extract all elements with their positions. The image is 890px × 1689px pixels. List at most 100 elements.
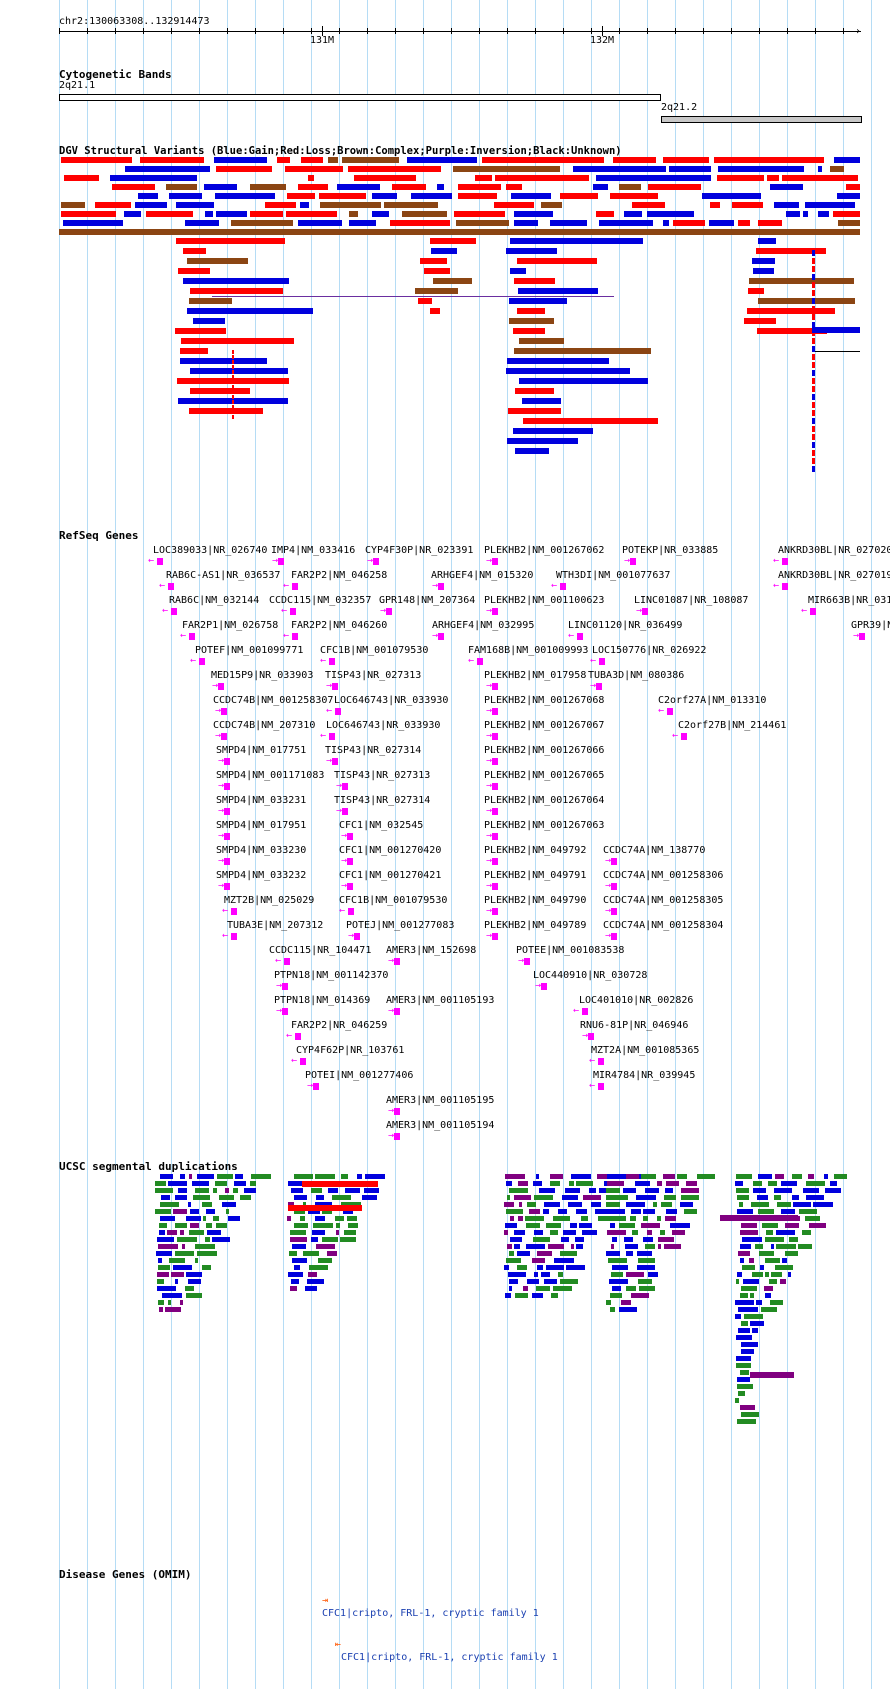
segdup-block[interactable] <box>515 1293 528 1298</box>
segdup-block[interactable] <box>294 1209 305 1214</box>
dgv-variant[interactable] <box>458 184 501 190</box>
segdup-block[interactable] <box>666 1209 677 1214</box>
segdup-block[interactable] <box>802 1230 811 1235</box>
segdup-block[interactable] <box>291 1188 303 1193</box>
segdup-block[interactable] <box>205 1237 210 1242</box>
segdup-block[interactable] <box>808 1174 814 1179</box>
gene-strand-right-icon[interactable]: → <box>388 955 395 966</box>
segdup-block[interactable] <box>793 1202 811 1207</box>
dgv-variant[interactable] <box>786 211 800 217</box>
segdup-block[interactable] <box>625 1244 638 1249</box>
dgv-variant[interactable] <box>169 193 202 199</box>
segdup-block[interactable] <box>579 1223 592 1228</box>
segdup-block[interactable] <box>290 1286 297 1291</box>
segdup-block[interactable] <box>162 1293 182 1298</box>
dgv-variant[interactable] <box>596 175 711 181</box>
segdup-block[interactable] <box>743 1279 759 1284</box>
dgv-variant[interactable] <box>514 211 553 217</box>
segdup-block[interactable] <box>312 1230 325 1235</box>
segdup-block[interactable] <box>645 1188 659 1193</box>
gene-strand-left-icon[interactable]: ← <box>283 580 290 591</box>
segdup-block[interactable] <box>158 1244 178 1249</box>
dgv-variant[interactable] <box>506 368 630 374</box>
dgv-variant[interactable] <box>181 338 294 344</box>
segdup-block[interactable] <box>178 1188 187 1193</box>
segdup-block[interactable] <box>741 1286 757 1291</box>
dgv-variant[interactable] <box>190 368 288 374</box>
segdup-block[interactable] <box>217 1174 233 1179</box>
gene-exon[interactable] <box>599 658 605 665</box>
gene-exon[interactable] <box>292 633 298 640</box>
dgv-variant[interactable] <box>482 157 604 163</box>
dgv-variant[interactable] <box>812 306 815 312</box>
dgv-variant[interactable] <box>64 175 99 181</box>
dgv-variant[interactable] <box>830 166 844 172</box>
segdup-block[interactable] <box>506 1209 523 1214</box>
dgv-variant[interactable] <box>232 410 234 414</box>
segdup-block[interactable] <box>288 1181 306 1186</box>
gene-exon[interactable] <box>611 933 617 940</box>
gene-exon[interactable] <box>859 633 865 640</box>
dgv-variant[interactable] <box>349 220 376 226</box>
segdup-block[interactable] <box>760 1265 764 1270</box>
dgv-variant[interactable] <box>146 211 193 217</box>
segdup-block[interactable] <box>736 1363 751 1368</box>
segdup-block[interactable] <box>189 1230 204 1235</box>
segdup-block[interactable] <box>607 1230 626 1235</box>
dgv-variant[interactable] <box>418 298 432 304</box>
dgv-variant[interactable] <box>250 211 283 217</box>
segdup-block[interactable] <box>606 1251 620 1256</box>
gene-exon[interactable] <box>347 833 353 840</box>
dgv-variant[interactable] <box>517 308 545 314</box>
segdup-block[interactable] <box>173 1265 192 1270</box>
dgv-variant[interactable] <box>613 157 656 163</box>
dgv-variant[interactable] <box>110 175 197 181</box>
gene-strand-left-icon[interactable]: ← <box>291 1055 298 1066</box>
segdup-block[interactable] <box>225 1188 229 1193</box>
segdup-block[interactable] <box>741 1223 757 1228</box>
segdup-block[interactable] <box>202 1202 212 1207</box>
segdup-block[interactable] <box>343 1209 353 1214</box>
segdup-block[interactable] <box>643 1209 655 1214</box>
dgv-variant[interactable] <box>420 258 447 264</box>
segdup-block[interactable] <box>805 1216 820 1221</box>
segdup-block[interactable] <box>364 1188 379 1193</box>
segdup-block[interactable] <box>619 1223 635 1228</box>
dgv-variant[interactable] <box>402 211 447 217</box>
segdup-block[interactable] <box>595 1209 613 1214</box>
segdup-block[interactable] <box>766 1230 773 1235</box>
segdup-block[interactable] <box>740 1405 755 1410</box>
segdup-block[interactable] <box>290 1237 307 1242</box>
gene-exon[interactable] <box>782 583 788 590</box>
dgv-variant[interactable] <box>519 338 564 344</box>
dgv-variant[interactable] <box>812 338 815 344</box>
segdup-block[interactable] <box>222 1202 236 1207</box>
segdup-block[interactable] <box>740 1370 749 1375</box>
dgv-variant[interactable] <box>458 193 497 199</box>
segdup-block[interactable] <box>570 1223 577 1228</box>
segdup-block[interactable] <box>291 1279 299 1284</box>
segdup-block[interactable] <box>765 1293 771 1298</box>
dgv-variant[interactable] <box>812 274 815 280</box>
segdup-block[interactable] <box>660 1230 665 1235</box>
gene-strand-left-icon[interactable]: ← <box>573 1005 580 1016</box>
dgv-variant[interactable] <box>803 211 808 217</box>
segdup-block[interactable] <box>768 1181 777 1186</box>
segdup-block[interactable] <box>735 1398 739 1403</box>
segdup-block[interactable] <box>180 1174 185 1179</box>
segdup-block[interactable] <box>533 1181 542 1186</box>
gene-exon[interactable] <box>394 1133 400 1140</box>
dgv-variant[interactable] <box>265 202 296 208</box>
segdup-block[interactable] <box>544 1202 560 1207</box>
segdup-block[interactable] <box>216 1223 227 1228</box>
segdup-block[interactable] <box>294 1195 307 1200</box>
segdup-block[interactable] <box>774 1188 792 1193</box>
gene-exon[interactable] <box>278 558 284 565</box>
segdup-block[interactable] <box>776 1244 796 1249</box>
segdup-block[interactable] <box>341 1202 361 1207</box>
segdup-block[interactable] <box>750 1321 764 1326</box>
dgv-variant[interactable] <box>833 211 860 217</box>
segdup-block[interactable] <box>741 1342 758 1347</box>
gene-exon[interactable] <box>492 558 498 565</box>
dgv-variant[interactable] <box>770 184 803 190</box>
